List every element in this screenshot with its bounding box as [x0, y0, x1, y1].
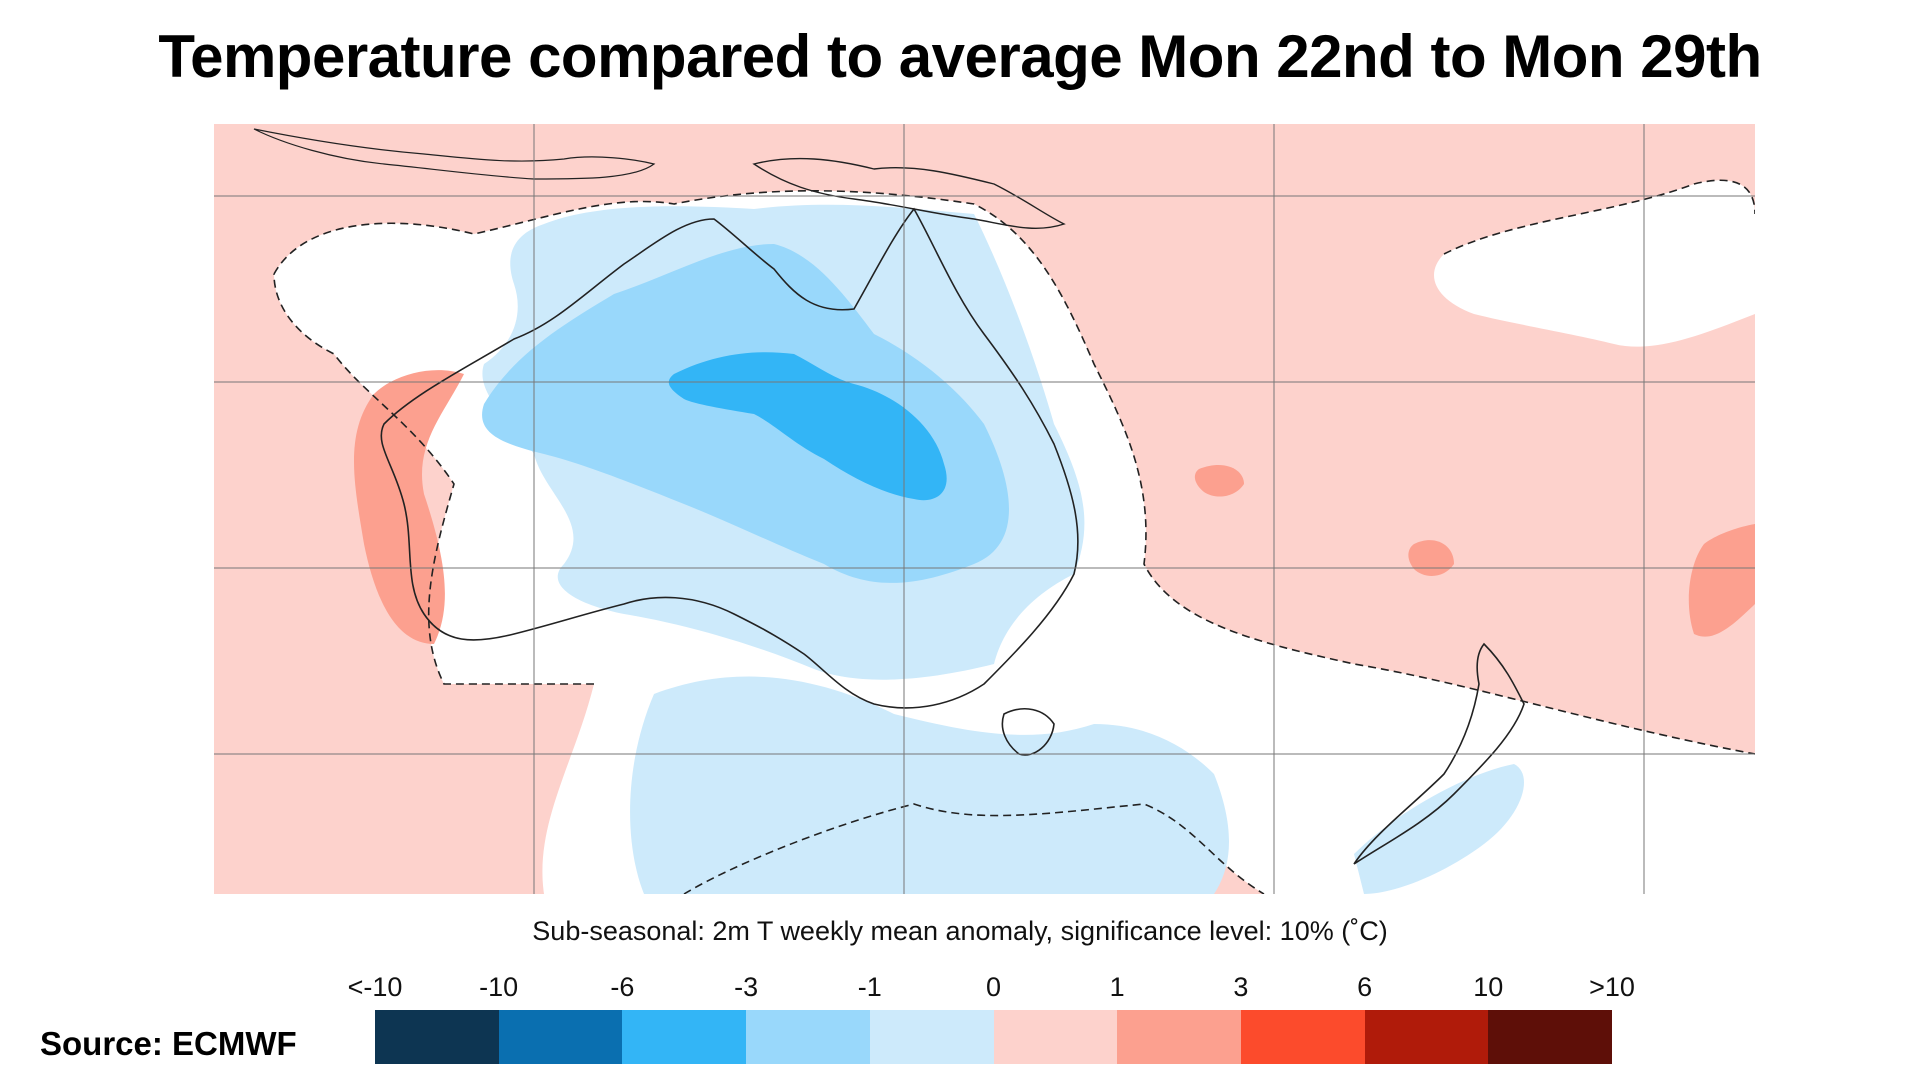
legend-tick-label: -1	[857, 972, 882, 1002]
cool-region-mid	[482, 244, 1009, 583]
legend-swatch	[375, 1010, 500, 1064]
warm-patch-coral-sea	[1194, 464, 1244, 497]
papua-new-guinea-coastline	[752, 157, 1066, 229]
graticule	[214, 124, 1755, 894]
color-legend	[375, 1010, 1613, 1064]
new-zealand-coastline	[1353, 642, 1525, 865]
significance-contour-main	[273, 190, 1755, 755]
legend-tick-label: -6	[610, 972, 635, 1002]
legend-tick-label: <-10	[347, 972, 403, 1002]
chart-title: Temperature compared to average Mon 22nd…	[158, 23, 1762, 90]
legend-swatch	[993, 1010, 1118, 1064]
warm-patch-east	[1688, 524, 1755, 637]
significance-contour-ocean	[683, 803, 1265, 894]
legend-tick-label: 6	[1357, 972, 1373, 1002]
legend-swatch	[1240, 1010, 1366, 1064]
legend-swatch	[869, 1010, 994, 1064]
source-label: Source: ECMWF	[40, 1025, 297, 1062]
cool-region-new-zealand	[1354, 764, 1524, 894]
cool-region-southern-ocean	[630, 676, 1229, 894]
legend-swatch	[746, 1010, 871, 1064]
legend-swatch	[1364, 1010, 1489, 1064]
legend-tick-label: >10	[1589, 972, 1635, 1002]
chart-subtitle: Sub-seasonal: 2m T weekly mean anomaly, …	[532, 916, 1388, 946]
legend-swatch	[1488, 1010, 1613, 1064]
legend-tick-label: -3	[734, 972, 759, 1002]
legend-tick-label: -10	[479, 972, 519, 1002]
warm-patch-tasman	[1408, 540, 1454, 576]
significance-contour-south	[273, 273, 594, 685]
anomaly-map	[214, 124, 1755, 894]
legend-tick-label: 0	[985, 972, 1002, 1002]
legend-swatch	[622, 1010, 747, 1064]
tasmania-coastline	[1001, 708, 1055, 756]
legend-tick-label: 10	[1473, 972, 1504, 1002]
legend-swatch	[1117, 1010, 1242, 1064]
map-svg	[214, 124, 1755, 894]
non-significant-region-pacific	[1434, 180, 1755, 347]
legend-tick-label: 1	[1109, 972, 1125, 1002]
indonesia-coastline	[253, 128, 656, 180]
legend-swatch	[498, 1010, 623, 1064]
cool-region-strong	[668, 352, 947, 501]
australia-coastline	[380, 207, 1079, 709]
legend-tick-label: 3	[1233, 972, 1249, 1002]
